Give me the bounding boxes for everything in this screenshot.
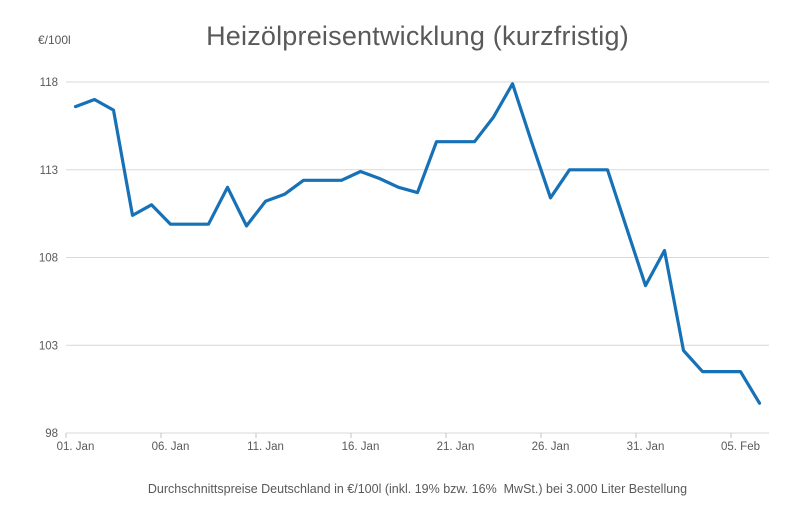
y-tick-label: 108 (39, 253, 58, 265)
x-tick-label: 01. Jan (57, 441, 95, 453)
x-tick-label: 26. Jan (532, 441, 570, 453)
chart-title: Heizölpreisentwicklung (kurzfristig) (206, 21, 629, 51)
x-tick-label: 11. Jan (247, 441, 284, 453)
chart-caption: Durchschnittspreise Deutschland in €/100… (147, 482, 688, 496)
y-tick-label: 118 (40, 77, 58, 89)
x-tick-label: 06. Jan (152, 441, 190, 453)
x-tick-label: 05. Feb (721, 441, 760, 453)
y-tick-label: 98 (45, 428, 58, 440)
x-tick-label: 21. Jan (437, 441, 475, 453)
price-line (73, 82, 762, 405)
y-axis-unit-label: €/100l (38, 33, 71, 47)
y-tick-label: 103 (39, 340, 58, 352)
x-tick-label: 31. Jan (627, 441, 665, 453)
y-tick-label: 113 (40, 165, 58, 177)
x-tick-label: 16. Jan (342, 441, 380, 453)
